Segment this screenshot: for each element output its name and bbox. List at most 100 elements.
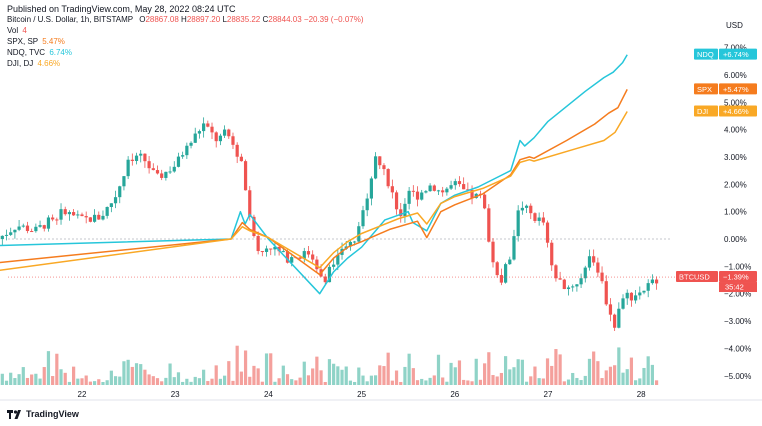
volume-bar xyxy=(30,374,34,385)
candle-body xyxy=(415,191,420,200)
candle-body xyxy=(642,290,646,293)
candle-body xyxy=(487,208,491,242)
volume-bar xyxy=(122,361,126,385)
badge-btcusd: BTCUSD −1.39%35:42 xyxy=(8,271,757,293)
volume-bar xyxy=(189,381,193,385)
candle-body xyxy=(520,207,524,211)
y-axis: USD 7.00% 6.00% 5.00% 4.00% 3.00% 2.00% 1.00% 0.… xyxy=(724,21,751,381)
volume-bar xyxy=(365,381,369,385)
badge-value-bg xyxy=(719,271,757,283)
candle-body xyxy=(248,190,252,217)
candle-body xyxy=(558,278,562,280)
volume-bar xyxy=(105,380,109,385)
volume-bar xyxy=(390,380,394,385)
candle-body xyxy=(143,153,147,162)
badge-value-bg xyxy=(719,83,757,95)
ohlc-change: −20.39 (−0.07%) xyxy=(303,15,364,24)
candle-body xyxy=(554,265,558,279)
candle-body xyxy=(302,251,306,259)
volume-bar xyxy=(239,371,243,385)
volume-bar xyxy=(613,365,617,385)
badge-dji: DJI +4.66% xyxy=(694,105,757,117)
candle-body xyxy=(550,242,554,266)
candle-body xyxy=(202,123,206,132)
volume-bar xyxy=(264,353,269,385)
volume-bar xyxy=(147,374,151,385)
candle-body xyxy=(46,217,51,229)
volume-bar xyxy=(541,378,545,385)
candle-body xyxy=(407,190,411,204)
volume-bar xyxy=(109,370,113,385)
candle-body xyxy=(361,210,365,227)
candle-body xyxy=(72,212,76,216)
legend-ndq-value: 6.74% xyxy=(49,48,72,57)
volume-bar xyxy=(441,377,445,385)
volume-bar xyxy=(323,381,327,385)
legend-spx-value: 5.47% xyxy=(42,37,65,46)
volume-bar xyxy=(554,349,558,385)
volume-bar xyxy=(306,375,311,385)
candle-body xyxy=(533,213,537,221)
footer-brand-label: TradingView xyxy=(26,409,79,419)
candle-body xyxy=(470,189,474,198)
volume-bar xyxy=(550,365,554,385)
volume-bar xyxy=(113,376,118,385)
footer-brand[interactable]: TradingView xyxy=(7,409,79,419)
candle-body xyxy=(575,284,579,287)
legend-vol-value: 4 xyxy=(22,26,27,35)
volume-bar xyxy=(566,379,571,385)
candle-body xyxy=(0,235,4,240)
volume-bar xyxy=(453,367,457,385)
candle-body xyxy=(428,185,432,192)
volume-bar xyxy=(197,378,202,385)
volume-bar xyxy=(495,376,499,385)
candle-body xyxy=(126,159,130,177)
volume-bar xyxy=(231,380,235,385)
candle-body xyxy=(285,251,290,263)
candle-body xyxy=(164,171,168,178)
candle-body xyxy=(457,181,462,185)
candle-body xyxy=(92,214,97,222)
candle-body xyxy=(281,251,285,253)
volume-bar xyxy=(294,380,298,385)
candle-body xyxy=(390,186,394,193)
volume-bar xyxy=(646,356,650,385)
candle-body xyxy=(495,262,499,276)
series-lines xyxy=(0,54,628,295)
candle-body xyxy=(579,278,583,285)
series-line-spx xyxy=(0,89,628,276)
candle-body xyxy=(155,170,160,174)
candle-body xyxy=(252,216,256,237)
x-tick-label: 28 xyxy=(637,390,646,399)
legend-item-ndq: NDQ, TVC 6.74% xyxy=(7,47,364,58)
volume-bar xyxy=(168,363,172,385)
badge-value: −1.39% xyxy=(723,273,749,282)
candle-body xyxy=(483,194,487,209)
volume-bar xyxy=(252,365,256,385)
candle-body xyxy=(88,217,92,222)
candle-body xyxy=(436,190,441,192)
grid xyxy=(0,238,762,401)
volume-bar xyxy=(579,380,583,385)
volume-bar xyxy=(428,377,432,385)
legend-dji-value: 4.66% xyxy=(37,59,61,68)
badge-spx: SPX +5.47% xyxy=(694,83,757,95)
volume-bar xyxy=(332,363,336,385)
badge-label: DJI xyxy=(697,107,708,116)
candle-body xyxy=(269,248,273,250)
volume-bars xyxy=(0,345,659,385)
x-tick-label: 26 xyxy=(450,390,459,399)
volume-bar xyxy=(499,372,503,385)
volume-bar xyxy=(470,381,474,385)
volume-bar xyxy=(42,367,46,385)
volume-bar xyxy=(84,375,88,385)
candle-body xyxy=(625,292,629,299)
ohlc-close: 28844.03 xyxy=(268,15,302,24)
candle-body xyxy=(168,171,172,173)
volume-bar xyxy=(51,376,55,385)
volume-bar xyxy=(143,369,147,385)
badge-label: BTCUSD xyxy=(679,273,710,282)
volume-bar xyxy=(353,381,357,385)
symbol-title: Bitcoin / U.S. Dollar, 1h, BITSTAMP xyxy=(7,15,133,24)
